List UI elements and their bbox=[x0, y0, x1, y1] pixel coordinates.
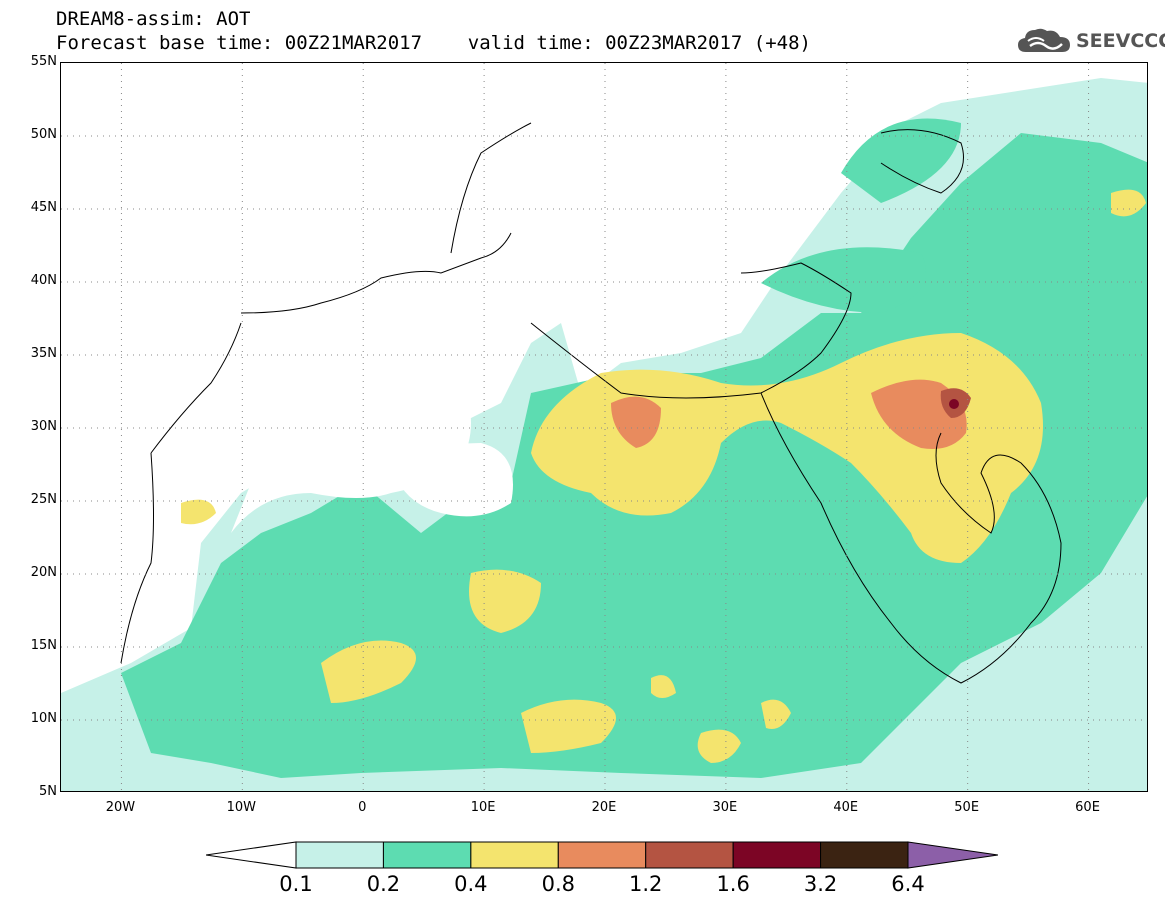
aot-field bbox=[61, 63, 1147, 791]
lat-label: 40N bbox=[30, 273, 57, 288]
colorbar-swatch bbox=[732, 841, 822, 869]
lon-label: 60E bbox=[1075, 800, 1100, 815]
lat-label: 30N bbox=[30, 419, 57, 434]
aot-band-1.6 bbox=[949, 399, 959, 409]
colorbar-swatch bbox=[557, 841, 647, 869]
colorbar-swatch bbox=[382, 841, 472, 869]
aot-clean-areas bbox=[61, 63, 1147, 683]
title-line-2: Forecast base time: 00Z21MAR2017 valid t… bbox=[56, 32, 811, 54]
colorbar-swatch bbox=[470, 841, 559, 869]
lat-label: 25N bbox=[30, 492, 57, 507]
lat-label: 45N bbox=[30, 200, 57, 215]
colorbar-label: 0.1 bbox=[279, 872, 313, 896]
lat-label: 35N bbox=[30, 346, 57, 361]
lat-label: 15N bbox=[30, 638, 57, 653]
aot-map bbox=[60, 62, 1148, 792]
colorbar-label: 1.6 bbox=[716, 872, 750, 896]
colorbar-swatch bbox=[295, 841, 384, 869]
colorbar-label: 1.2 bbox=[629, 872, 663, 896]
colorbar-label: 6.4 bbox=[891, 872, 925, 896]
colorbar-label: 0.4 bbox=[454, 872, 488, 896]
lon-label: 20W bbox=[105, 800, 136, 815]
lon-label: 10E bbox=[470, 800, 496, 815]
colorbar-swatch bbox=[645, 841, 734, 869]
lon-label: 10W bbox=[226, 800, 257, 815]
colorbar-upper-arrow bbox=[907, 841, 999, 869]
lat-label: 10N bbox=[30, 711, 57, 726]
lon-label: 30E bbox=[712, 800, 738, 815]
colorbar-swatch bbox=[820, 841, 909, 869]
cloud-icon bbox=[1018, 28, 1070, 52]
colorbar-label: 0.2 bbox=[366, 872, 401, 896]
title-line-1: DREAM8-assim: AOT bbox=[56, 8, 251, 30]
lat-label: 20N bbox=[30, 565, 57, 580]
colorbar-lower-arrow bbox=[205, 841, 297, 869]
colorbar-label: 3.2 bbox=[803, 872, 838, 896]
lon-label: 0 bbox=[358, 800, 367, 815]
lat-label: 50N bbox=[30, 127, 57, 142]
colorbar-label: 0.8 bbox=[541, 872, 575, 896]
logo-text: SEEVCCC bbox=[1076, 30, 1165, 52]
seevccc-logo: SEEVCCC bbox=[1016, 24, 1165, 58]
coastlines bbox=[120, 122, 1062, 684]
lat-label: 5N bbox=[39, 784, 57, 799]
lon-label: 40E bbox=[833, 800, 859, 815]
colorbar-swatches bbox=[205, 841, 999, 869]
lat-label: 55N bbox=[30, 54, 57, 69]
lon-label: 50E bbox=[954, 800, 980, 815]
colorbar bbox=[205, 840, 999, 870]
graticule bbox=[61, 63, 1147, 791]
lon-label: 20E bbox=[591, 800, 617, 815]
